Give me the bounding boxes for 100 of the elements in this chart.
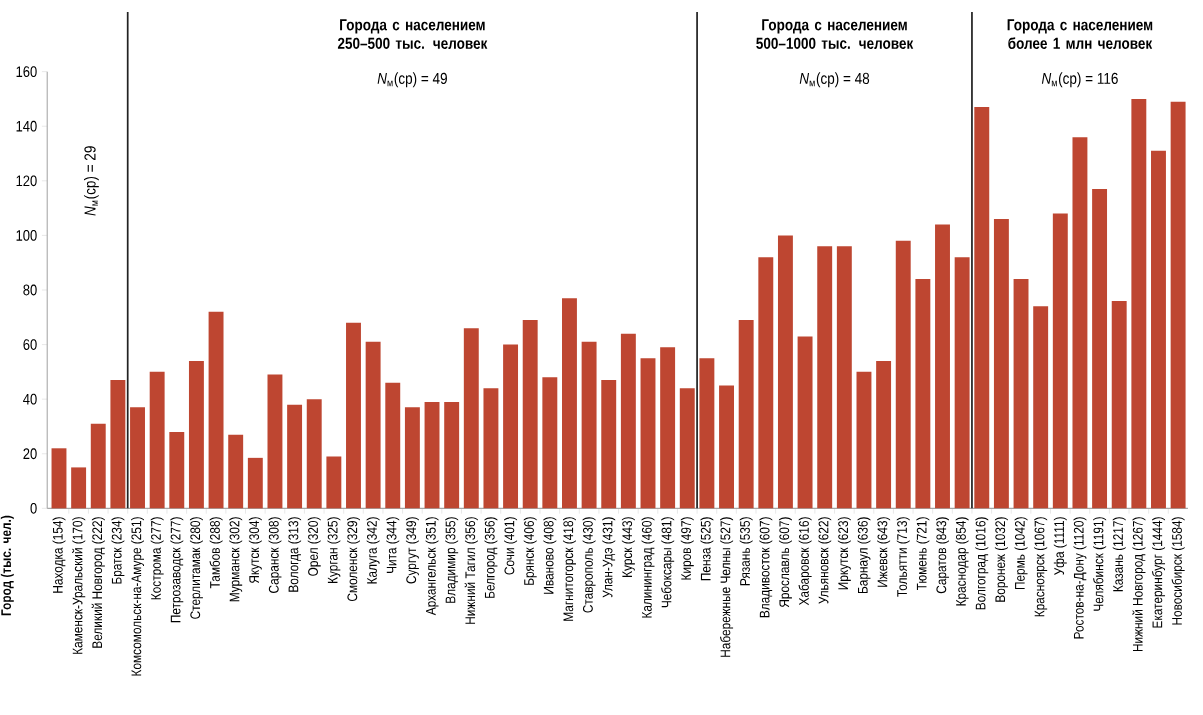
x-tick-label: Уфа (1111) xyxy=(1053,517,1067,575)
x-tick-label: Иваново (408) xyxy=(543,517,557,594)
bar xyxy=(1052,213,1068,509)
y-tick-label: 60 xyxy=(23,339,37,350)
annotation: N$_{м}$(ср) = 116 xyxy=(1041,72,1118,88)
bar xyxy=(90,423,106,509)
bar xyxy=(660,347,676,509)
x-tick-label: Магнитогорск (418) xyxy=(562,517,576,621)
bar xyxy=(306,399,322,509)
y-tick-label: 120 xyxy=(16,175,37,187)
bar xyxy=(601,379,617,509)
bar xyxy=(71,467,87,509)
x-tick-label: Брянск (406) xyxy=(523,517,537,585)
y-tick-label: 20 xyxy=(23,448,37,460)
x-tick-label: Пермь (1042) xyxy=(1014,517,1028,589)
x-tick-label: Курган (325) xyxy=(327,517,341,583)
bar xyxy=(483,388,499,509)
x-tick-label: Якутск (304) xyxy=(248,517,262,583)
bar xyxy=(267,374,283,509)
bar xyxy=(1131,98,1147,509)
annotation: N$_{м}$(ср) = 48 xyxy=(799,72,870,88)
x-tick-label: Пенза (525) xyxy=(700,517,714,581)
x-tick-label: Улан-Удэ (431) xyxy=(602,517,616,598)
x-tick-label: Великий Новгород (222) xyxy=(91,517,105,648)
x-tick-label: Волгоград (1016) xyxy=(975,517,989,610)
x-tick-label: Смоленск (329) xyxy=(347,517,360,601)
x-tick-label: Тюмень (721) xyxy=(916,517,930,590)
x-tick-label: Чита (344) xyxy=(386,517,400,573)
annotation: N$_{м}$(ср) = 29 xyxy=(83,146,99,216)
bar xyxy=(228,434,244,509)
bar xyxy=(149,371,165,509)
x-tick-label: Курск (443) xyxy=(621,517,635,577)
bar xyxy=(130,407,145,509)
x-tick-label: Нижний Тагил (356) xyxy=(464,517,478,624)
x-tick-label: Калининград (460) xyxy=(641,517,655,618)
x-tick-label: Петрозаводск (277) xyxy=(170,517,184,623)
text: Города с населением более 1 млн человек xyxy=(1007,19,1153,49)
text: Город (тыс. чел.) xyxy=(0,515,14,616)
x-tick-label: Ярославль (607) xyxy=(778,517,792,608)
bar xyxy=(935,224,950,509)
bar xyxy=(463,328,479,509)
x-tick-label: Братск (234) xyxy=(111,517,125,584)
x-tick-label: Вологда (313) xyxy=(288,517,302,592)
x-tick-label: Стерлитамак (280) xyxy=(189,517,203,619)
x-tick-label: Ростов-на-Дону (1120) xyxy=(1073,517,1087,639)
bar xyxy=(817,246,833,509)
x-tick-label: Саранск (308) xyxy=(268,517,282,593)
x-tick-label: Барнаул (636) xyxy=(857,517,871,593)
bar xyxy=(581,341,597,509)
bar xyxy=(993,218,1009,509)
bar xyxy=(424,401,440,509)
x-tick-label: Рязань (535) xyxy=(739,517,753,586)
bar xyxy=(895,240,911,509)
x-tick-label: Киров (497) xyxy=(680,517,694,580)
bar xyxy=(640,358,656,509)
x-tick-label: Казань (1217) xyxy=(1112,517,1126,592)
bar xyxy=(974,106,990,509)
x-tick-label: Красноярск (1067) xyxy=(1034,517,1048,617)
x-tick-label: Ставрополь (430) xyxy=(582,517,596,613)
bar xyxy=(169,431,185,509)
x-tick-label: Сочи (401) xyxy=(504,517,518,575)
x-tick-label: Набережные Челны (527) xyxy=(719,517,734,657)
x-tick-label: Иркутск (623) xyxy=(837,517,851,590)
x-tick-label: Чебоксары (481) xyxy=(661,517,675,608)
x-tick-label: Сургут (349) xyxy=(405,517,419,584)
x-tick-label: Хабаровск (616) xyxy=(798,517,812,606)
bar xyxy=(1013,278,1029,509)
x-tick-label: Нижний Новгород (1267) xyxy=(1132,517,1146,651)
bar xyxy=(954,257,970,509)
x-tick-label: Калуга (342) xyxy=(366,517,380,584)
x-tick-label: Находка (154) xyxy=(52,517,66,593)
bar xyxy=(326,456,342,509)
bar xyxy=(1111,300,1127,509)
text: Города с населением 500–1000 тыс. человек xyxy=(756,19,914,49)
y-tick-label: 160 xyxy=(16,66,37,77)
x-tick-label: Орел (320) xyxy=(307,517,321,576)
bar xyxy=(856,371,872,509)
x-tick-label: Ульяновск (622) xyxy=(818,517,832,604)
bar xyxy=(385,382,401,509)
bar xyxy=(620,333,636,509)
bar xyxy=(777,235,793,509)
bar xyxy=(110,379,126,509)
bar xyxy=(915,278,931,509)
bar xyxy=(287,404,303,509)
x-tick-label: Тольятти (713) xyxy=(896,517,910,597)
bar xyxy=(699,358,715,509)
bar xyxy=(503,344,519,509)
x-tick-label: Мурманск (302) xyxy=(229,517,243,602)
bar xyxy=(1170,101,1186,509)
x-tick-label: Ижевск (643) xyxy=(877,517,891,587)
y-tick-label: 140 xyxy=(16,120,37,132)
bar xyxy=(542,377,558,509)
x-tick-label: Саратов (843) xyxy=(936,517,949,594)
bar xyxy=(738,319,754,509)
x-tick-label: Екатеринбург (1444) xyxy=(1151,517,1166,628)
x-tick-label: Владивосток (607) xyxy=(759,517,773,618)
y-tick-label: 40 xyxy=(23,393,37,405)
bar xyxy=(719,385,734,509)
x-tick-label: Челябинск (1191) xyxy=(1093,517,1107,611)
x-tick-label: Каменск-Уральский (170) xyxy=(72,517,86,654)
